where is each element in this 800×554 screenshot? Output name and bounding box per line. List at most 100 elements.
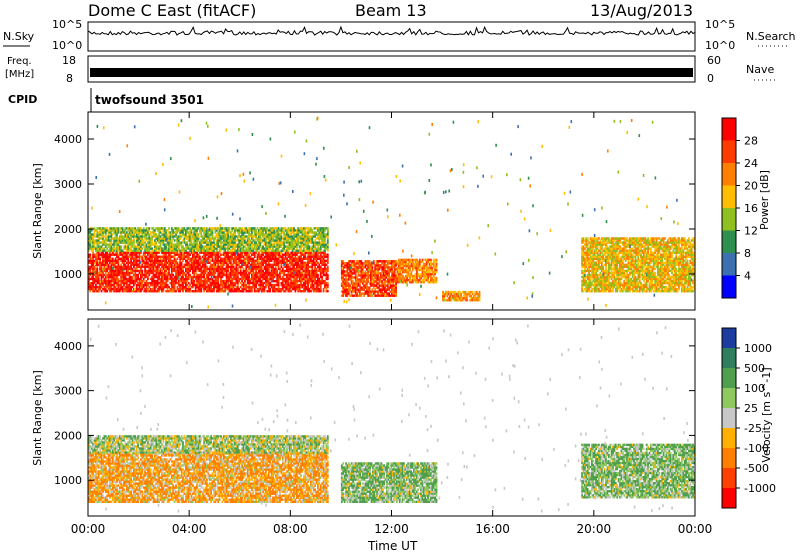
- range-gate-cell: [297, 290, 300, 293]
- range-gate-cell: [235, 227, 238, 230]
- range-gate-cell: [265, 267, 267, 271]
- range-gate-cell: [246, 229, 249, 232]
- range-gate-cell: [242, 247, 245, 250]
- range-gate-cell: [234, 277, 236, 281]
- range-gate-cell: [221, 259, 224, 262]
- range-gate-cell: [266, 271, 269, 275]
- range-gate-cell: [244, 257, 246, 260]
- range-gate-cell: [197, 249, 200, 252]
- range-gate-cell: [88, 279, 90, 283]
- range-gate-cell: [156, 227, 159, 230]
- range-gate-cell: [325, 259, 328, 262]
- range-gate-cell: [258, 229, 260, 232]
- range-gate-cell: [111, 269, 114, 273]
- range-gate-cell: [125, 257, 128, 260]
- range-gate-cell: [267, 271, 270, 275]
- range-gate-cell: [106, 281, 109, 285]
- range-gate-cell: [312, 259, 315, 262]
- range-gate-cell: [104, 283, 107, 287]
- range-gate-cell: [267, 265, 270, 269]
- range-gate-cell: [197, 263, 200, 266]
- range-gate-cell: [113, 247, 116, 250]
- range-gate-cell: [228, 227, 231, 230]
- range-gate-cell: [118, 253, 121, 256]
- range-gate-cell: [88, 245, 90, 248]
- range-gate-cell: [300, 275, 302, 279]
- range-gate-cell: [200, 265, 203, 269]
- range-gate-cell: [113, 231, 116, 234]
- range-gate-cell: [88, 253, 90, 256]
- range-gate-cell: [196, 283, 198, 287]
- range-gate-cell: [287, 239, 290, 242]
- range-gate-cell: [200, 287, 203, 291]
- range-gate-cell: [239, 235, 242, 238]
- range-gate-cell: [192, 259, 194, 262]
- range-gate-cell: [228, 229, 231, 232]
- range-gate-cell: [163, 249, 166, 252]
- range-gate-cell: [183, 285, 186, 289]
- range-gate-cell: [253, 227, 256, 230]
- range-gate-cell: [251, 275, 253, 279]
- range-gate-cell: [145, 275, 148, 279]
- range-gate-cell: [97, 251, 100, 254]
- range-gate-cell: [154, 231, 156, 234]
- range-gate-cell: [258, 251, 260, 254]
- range-gate-cell: [253, 290, 256, 293]
- range-gate-cell: [170, 229, 173, 232]
- range-gate-cell: [229, 279, 232, 283]
- range-gate-cell: [321, 269, 323, 273]
- range-gate-cell: [148, 267, 151, 271]
- range-gate-cell: [238, 255, 241, 258]
- range-gate-cell: [177, 279, 180, 283]
- range-gate-cell: [269, 227, 272, 230]
- range-gate-cell: [248, 255, 250, 258]
- range-gate-cell: [199, 265, 201, 269]
- range-gate-cell: [319, 285, 322, 289]
- range-gate-cell: [97, 257, 100, 260]
- range-gate-cell: [197, 269, 200, 273]
- range-gate-cell: [229, 261, 232, 264]
- range-gate-cell: [297, 283, 300, 287]
- range-gate-cell: [88, 249, 90, 252]
- range-gate-cell: [296, 279, 298, 283]
- range-gate-cell: [241, 249, 243, 252]
- range-gate-cell: [259, 243, 262, 246]
- range-gate-cell: [197, 245, 200, 248]
- range-gate-cell: [92, 235, 94, 238]
- range-gate-cell: [236, 271, 239, 275]
- range-gate-cell: [244, 283, 246, 287]
- range-gate-cell: [220, 257, 222, 260]
- range-gate-cell: [133, 241, 135, 244]
- range-gate-cell: [265, 233, 267, 236]
- range-gate-cell: [155, 281, 158, 285]
- range-gate-cell: [284, 253, 287, 256]
- range-gate-cell: [148, 237, 151, 240]
- range-gate-cell: [232, 257, 235, 260]
- range-gate-cell: [239, 239, 242, 242]
- range-gate-cell: [300, 253, 302, 256]
- range-gate-cell: [281, 255, 284, 258]
- range-gate-cell: [246, 235, 249, 238]
- range-gate-cell: [95, 267, 97, 271]
- range-gate-cell: [310, 255, 312, 258]
- range-gate-cell: [259, 275, 262, 279]
- range-gate-cell: [159, 285, 162, 289]
- range-gate-cell: [179, 277, 182, 281]
- range-gate-cell: [303, 285, 305, 289]
- range-gate-cell: [151, 257, 153, 260]
- range-gate-cell: [106, 267, 109, 271]
- range-gate-cell: [147, 277, 149, 281]
- range-gate-cell: [204, 279, 207, 283]
- range-gate-cell: [127, 227, 130, 230]
- range-gate-cell: [231, 277, 234, 281]
- range-gate-cell: [123, 283, 125, 287]
- range-gate-cell: [194, 241, 197, 244]
- range-gate-cell: [260, 290, 263, 293]
- range-gate-cell: [241, 239, 243, 242]
- range-gate-cell: [317, 277, 319, 281]
- range-gate-cell: [272, 237, 274, 240]
- range-gate-cell: [318, 277, 321, 281]
- range-gate-cell: [88, 241, 90, 244]
- range-gate-cell: [151, 227, 153, 230]
- range-gate-cell: [166, 243, 169, 246]
